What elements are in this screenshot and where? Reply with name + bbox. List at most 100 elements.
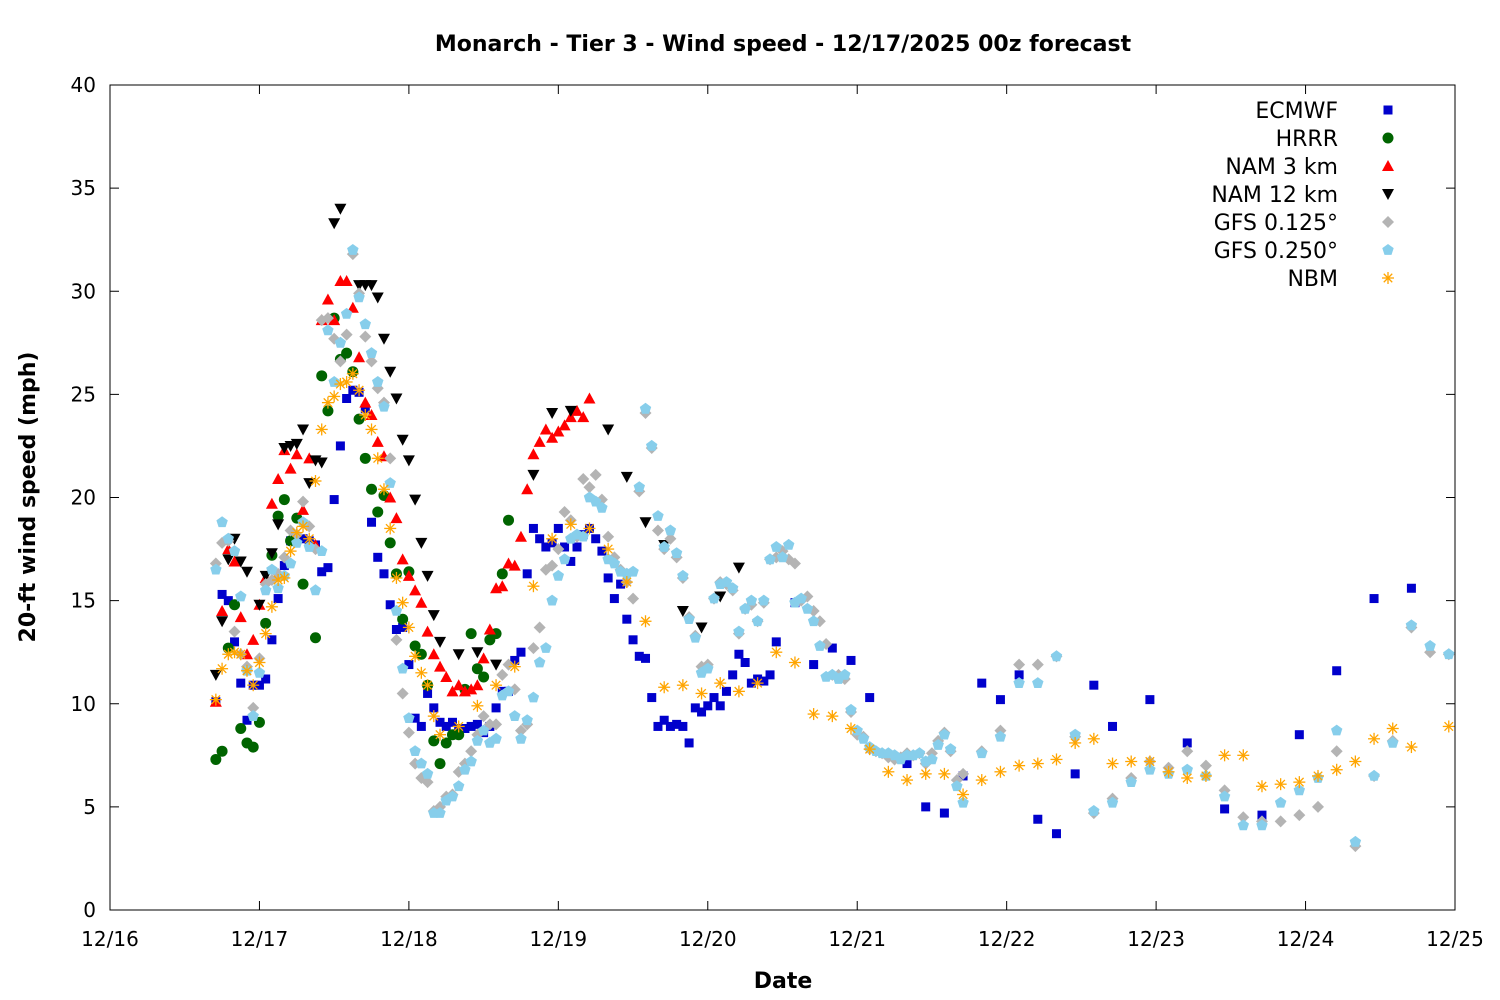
data-point-ecmwf	[597, 546, 607, 556]
data-point-nbm	[328, 390, 341, 403]
data-point-gfs-0-250	[1274, 796, 1287, 808]
data-point-nam-12-km	[265, 548, 278, 560]
data-point-nam-12-km	[421, 570, 434, 582]
data-point-nam-3-km	[452, 679, 465, 691]
data-point-nbm	[297, 520, 310, 533]
data-point-gfs-0-250	[683, 613, 695, 624]
data-point-gfs-0-125	[228, 625, 241, 638]
data-point-ecmwf	[416, 721, 426, 731]
data-point-gfs-0-250	[409, 745, 421, 756]
data-point-nbm	[1405, 741, 1418, 754]
data-point-ecmwf	[1332, 666, 1342, 676]
data-point-nam-3-km	[533, 435, 546, 447]
chart-title: Monarch - Tier 3 - Wind speed - 12/17/20…	[435, 32, 1132, 57]
data-point-nam-12-km	[527, 469, 540, 481]
data-point-hrrr	[216, 745, 228, 757]
data-point-nbm	[409, 650, 422, 663]
data-point-gfs-0-250	[546, 594, 558, 606]
data-point-gfs-0-250	[272, 582, 284, 594]
data-point-nam-12-km	[377, 333, 390, 345]
data-point-ecmwf	[921, 802, 931, 812]
x-axis-title: Date	[754, 969, 813, 994]
asterisk-stroke	[329, 391, 339, 402]
data-point-gfs-0-250	[228, 545, 241, 556]
asterisk-stroke	[771, 647, 781, 657]
data-point-ecmwf	[1182, 738, 1192, 748]
data-point-nam-3-km	[446, 685, 459, 697]
asterisk-stroke	[1331, 765, 1342, 775]
data-point-nam-3-km	[247, 633, 260, 645]
data-point-ecmwf	[323, 563, 333, 573]
axes: 12/16 12/17 12/18 12/19 12/20 12/21 12/22 12/23…	[71, 73, 1484, 951]
data-point-ecmwf	[398, 622, 408, 632]
data-point-ecmwf	[703, 701, 713, 711]
data-point-gfs-0-250	[453, 780, 465, 792]
data-point-nam-12-km	[471, 647, 484, 659]
asterisk-stroke	[1107, 758, 1118, 769]
asterisk-stroke	[285, 546, 296, 556]
data-point-gfs-0-250	[1050, 650, 1063, 662]
data-point-ecmwf	[665, 721, 675, 731]
data-point-gfs-0-125	[558, 505, 571, 518]
asterisk-stroke	[1163, 767, 1174, 777]
data-point-nbm	[564, 518, 577, 531]
data-point-gfs-0-125	[321, 312, 334, 325]
asterisk-stroke	[1070, 738, 1080, 748]
data-point-hrrr	[322, 405, 334, 417]
asterisk-stroke	[317, 424, 327, 435]
x-tick-label: 12/20	[679, 927, 737, 951]
asterisk-stroke	[1275, 779, 1286, 789]
data-point-nbm	[421, 679, 434, 692]
data-point-nam-3-km	[284, 462, 297, 474]
data-point-hrrr	[341, 347, 353, 359]
data-point-gfs-0-125	[465, 745, 478, 758]
data-point-ecmwf	[1369, 594, 1379, 604]
asterisk-stroke	[373, 453, 383, 464]
data-point-ecmwf	[348, 385, 358, 395]
data-point-nbm	[303, 532, 316, 545]
data-point-ecmwf	[653, 721, 663, 731]
data-point-nam-3-km	[527, 448, 540, 460]
data-point-ecmwf	[697, 707, 707, 717]
data-point-hrrr	[384, 537, 396, 549]
data-point-ecmwf	[709, 693, 719, 703]
y-tick-label: 0	[83, 898, 96, 922]
data-point-hrrr	[247, 741, 259, 753]
asterisk-stroke	[1219, 750, 1230, 761]
data-point-nbm	[901, 774, 914, 787]
data-point-gfs-0-250	[590, 495, 602, 507]
data-point-gfs-0-125	[1199, 759, 1212, 772]
data-point-hrrr	[478, 671, 490, 683]
data-point-gfs-0-250	[976, 747, 988, 759]
data-point-nbm	[957, 788, 970, 801]
data-point-gfs-0-250	[807, 615, 820, 627]
data-point-ecmwf	[759, 676, 769, 686]
asterisk-stroke	[827, 711, 838, 721]
data-point-ecmwf	[460, 724, 470, 733]
data-point-nbm	[359, 409, 372, 421]
data-point-ecmwf	[771, 637, 781, 647]
data-point-nbm	[1087, 732, 1100, 745]
data-point-gfs-0-250	[932, 739, 944, 750]
data-point-gfs-0-250	[944, 743, 957, 754]
data-point-gfs-0-250	[1368, 769, 1380, 781]
data-point-gfs-0-250	[596, 501, 608, 513]
data-point-nbm	[346, 367, 359, 380]
data-point-ecmwf	[678, 721, 688, 731]
data-point-nam-3-km	[265, 497, 278, 509]
asterisk-stroke	[939, 769, 950, 779]
asterisk-stroke	[348, 369, 358, 379]
data-point-nbm	[1386, 722, 1399, 735]
data-point-ecmwf	[728, 670, 738, 680]
asterisk-stroke	[454, 721, 464, 732]
data-point-gfs-0-125	[247, 701, 260, 714]
data-point-ecmwf	[647, 693, 657, 703]
data-point-ecmwf	[261, 674, 271, 684]
data-point-nam-12-km	[546, 407, 559, 419]
asterisk-stroke	[1145, 756, 1155, 767]
data-point-nam-3-km	[558, 419, 571, 431]
data-point-gfs-0-250	[446, 790, 459, 802]
y-tick-label: 5	[83, 795, 96, 819]
data-point-gfs-0-125	[340, 328, 353, 341]
data-point-gfs-0-250	[521, 714, 533, 726]
